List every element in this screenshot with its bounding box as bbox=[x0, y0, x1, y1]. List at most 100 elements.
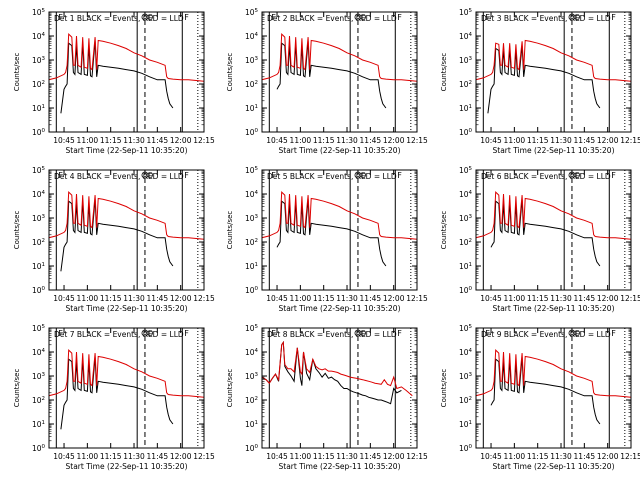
y-tick-label: 105 bbox=[245, 324, 259, 333]
panel-title: Det 2 BLACK = Events, RED = LLD bbox=[267, 14, 397, 23]
event-marker-label: F bbox=[58, 329, 63, 338]
y-tick-label: 103 bbox=[245, 56, 259, 65]
x-axis-label: Start Time (22-Sep-11 10:35:20) bbox=[493, 146, 615, 155]
y-tick-label: 103 bbox=[32, 214, 46, 223]
y-tick-label: 101 bbox=[245, 104, 258, 113]
event-marker-label: F bbox=[611, 171, 616, 180]
panel-det-4: F O F 100 101 102 103 104 105 10:45 11:00 11:15 11:3… bbox=[13, 166, 215, 313]
panel-title: Det 5 BLACK = Events, RED = LLD bbox=[267, 172, 397, 181]
x-tick-label: 11:15 bbox=[527, 136, 549, 145]
x-tick-label: 11:30 bbox=[550, 452, 572, 461]
event-marker-label: F bbox=[58, 171, 63, 180]
x-tick-label: 11:15 bbox=[527, 452, 549, 461]
plot-frame bbox=[48, 327, 205, 449]
x-tick-label: 12:15 bbox=[406, 452, 428, 461]
event-marker-label: F bbox=[271, 13, 276, 22]
y-tick-label: 105 bbox=[32, 324, 46, 333]
event-marker-circle bbox=[141, 13, 149, 21]
x-tick-label: 10:45 bbox=[480, 136, 502, 145]
y-tick-label: 103 bbox=[459, 56, 473, 65]
y-tick-label: 103 bbox=[459, 372, 473, 381]
x-axis-label: Start Time (22-Sep-11 10:35:20) bbox=[66, 304, 188, 313]
event-marker-label: O bbox=[574, 171, 580, 180]
x-tick-label: 10:45 bbox=[53, 294, 75, 303]
y-tick-label: 101 bbox=[459, 420, 472, 429]
panel-det-6: F O F 100 101 102 103 104 105 10:45 11:00 11:15 11:3… bbox=[440, 166, 640, 313]
y-tick-label: 100 bbox=[32, 444, 46, 453]
x-tick-label: 11:45 bbox=[147, 294, 169, 303]
y-axis-label: Counts/sec bbox=[226, 211, 234, 250]
event-marker-circle bbox=[354, 329, 362, 337]
y-axis-label: Counts/sec bbox=[226, 53, 234, 92]
panel-title: Det 7 BLACK = Events, RED = LLD bbox=[54, 330, 184, 339]
y-tick-label: 103 bbox=[32, 56, 46, 65]
x-tick-label: 12:15 bbox=[406, 136, 428, 145]
event-marker-label: F bbox=[271, 329, 276, 338]
events-series-line bbox=[490, 199, 601, 267]
x-tick-label: 11:00 bbox=[290, 452, 312, 461]
event-marker-label: F bbox=[184, 13, 189, 22]
event-marker-label: F bbox=[184, 171, 189, 180]
y-tick-label: 105 bbox=[245, 166, 259, 175]
events-series-line bbox=[490, 357, 601, 425]
panel-det-2: F O F 100 101 102 103 104 105 10:45 11:00 11:15 11:3… bbox=[226, 8, 428, 155]
panel-det-5: F O F 100 101 102 103 104 105 10:45 11:00 11:15 11:3… bbox=[226, 166, 428, 313]
y-tick-label: 100 bbox=[459, 286, 473, 295]
x-tick-label: 12:00 bbox=[383, 294, 405, 303]
y-axis-label: Counts/sec bbox=[13, 211, 21, 250]
y-axis-label: Counts/sec bbox=[226, 369, 234, 408]
x-axis-label: Start Time (22-Sep-11 10:35:20) bbox=[493, 462, 615, 471]
event-marker-label: F bbox=[611, 13, 616, 22]
y-tick-label: 100 bbox=[245, 286, 259, 295]
events-series-line bbox=[276, 41, 387, 109]
y-tick-label: 101 bbox=[459, 104, 472, 113]
x-tick-label: 10:45 bbox=[53, 136, 75, 145]
x-tick-label: 12:15 bbox=[193, 452, 215, 461]
panel-title: Det 4 BLACK = Events, RED = LLD bbox=[54, 172, 184, 181]
plot-frame bbox=[475, 11, 632, 133]
event-marker-label: F bbox=[485, 13, 490, 22]
y-tick-label: 102 bbox=[459, 238, 472, 247]
events-series-line bbox=[276, 199, 387, 267]
y-tick-label: 101 bbox=[245, 420, 258, 429]
panel-det-1: F O F 100 101 102 103 104 105 10:45 11:00 11:15 11:3… bbox=[13, 8, 215, 155]
event-marker-label: O bbox=[574, 13, 580, 22]
y-tick-label: 102 bbox=[245, 238, 258, 247]
y-tick-label: 104 bbox=[459, 190, 473, 199]
event-marker-label: F bbox=[58, 13, 63, 22]
y-tick-label: 103 bbox=[245, 372, 259, 381]
event-marker-circle bbox=[354, 13, 362, 21]
y-axis-label: Counts/sec bbox=[440, 369, 448, 408]
x-tick-label: 11:15 bbox=[100, 294, 122, 303]
y-tick-label: 102 bbox=[32, 80, 45, 89]
x-tick-label: 10:45 bbox=[480, 294, 502, 303]
event-marker-label: O bbox=[360, 171, 366, 180]
x-tick-label: 11:15 bbox=[313, 294, 335, 303]
x-axis-label: Start Time (22-Sep-11 10:35:20) bbox=[279, 304, 401, 313]
y-tick-label: 105 bbox=[459, 324, 473, 333]
y-axis-label: Counts/sec bbox=[13, 369, 21, 408]
event-marker-label: O bbox=[147, 13, 153, 22]
x-tick-label: 11:15 bbox=[100, 136, 122, 145]
x-axis-label: Start Time (22-Sep-11 10:35:20) bbox=[279, 146, 401, 155]
panel-title: Det 3 BLACK = Events, RED = LLD bbox=[481, 14, 611, 23]
x-axis-label: Start Time (22-Sep-11 10:35:20) bbox=[66, 462, 188, 471]
y-tick-label: 100 bbox=[32, 286, 46, 295]
y-tick-label: 102 bbox=[245, 396, 258, 405]
y-tick-label: 104 bbox=[459, 32, 473, 41]
event-marker-label: O bbox=[147, 329, 153, 338]
y-tick-label: 103 bbox=[245, 214, 259, 223]
y-tick-label: 100 bbox=[245, 444, 259, 453]
x-tick-label: 11:00 bbox=[504, 294, 526, 303]
y-tick-label: 102 bbox=[459, 396, 472, 405]
panel-det-3: F O F 100 101 102 103 104 105 10:45 11:00 11:15 11:3… bbox=[440, 8, 640, 155]
y-tick-label: 102 bbox=[32, 238, 45, 247]
x-tick-label: 11:45 bbox=[360, 294, 382, 303]
event-marker-label: F bbox=[611, 329, 616, 338]
event-marker-label: O bbox=[360, 13, 366, 22]
y-tick-label: 100 bbox=[459, 444, 473, 453]
x-tick-label: 12:00 bbox=[597, 136, 619, 145]
y-axis-label: Counts/sec bbox=[440, 53, 448, 92]
x-tick-label: 11:45 bbox=[360, 136, 382, 145]
x-tick-label: 11:45 bbox=[147, 452, 169, 461]
